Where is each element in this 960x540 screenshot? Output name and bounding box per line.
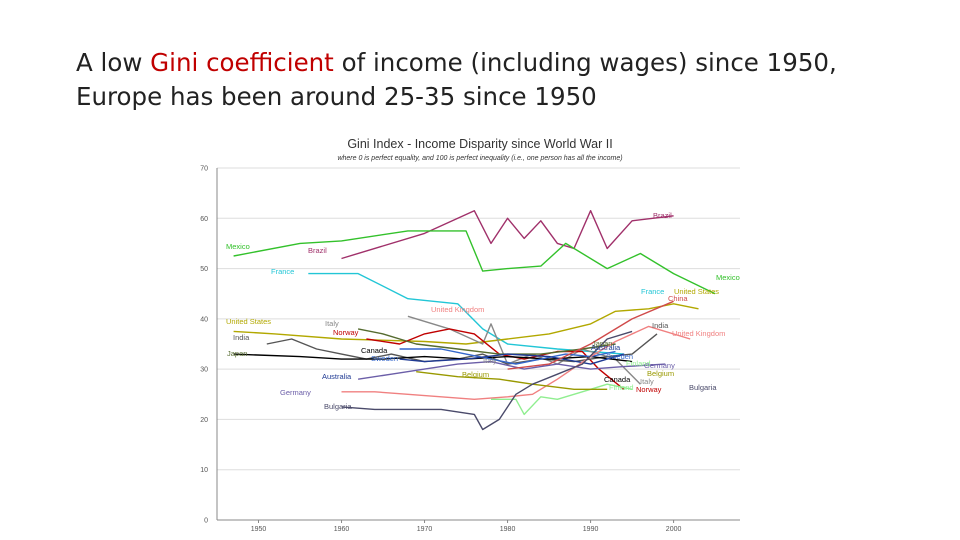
series-line-germany [357,360,666,380]
series-label-germany: Germany [644,361,675,370]
series-line-brazil [341,209,674,260]
series-label-brazil: Brazil [308,246,327,255]
y-tick-label: 70 [200,166,208,173]
chart-subtitle: where 0 is perfect equality, and 100 is … [337,155,622,162]
series-label-sweden: Sweden [371,354,398,363]
series-label-france: France [271,267,294,276]
slide-title: A low Gini coefficient of income (includ… [76,46,936,114]
series-line-china [507,300,674,370]
x-tick-label: 1990 [583,526,599,533]
y-tick-label: 50 [200,266,208,273]
series-line-united-kingdom [341,325,691,400]
grid-lines [217,167,740,521]
series-label-bulgaria: Bulgaria [689,383,717,392]
label-layer: Brazil Brazil Mexico Mexico France France Unit… [226,211,740,411]
y-tick-label: 30 [200,367,208,374]
x-tick-label: 1960 [334,526,350,533]
y-tick-label: 10 [200,467,208,474]
series-label-united-kingdom: United Kingdom [431,305,484,314]
series-label-india: India [233,333,250,342]
title-line-2: Europe has been around 25-35 since 1950 [76,82,597,111]
x-tick-label: 1950 [251,526,267,533]
series-label-belgium: Belgium [647,369,674,378]
chart-title: Gini Index - Income Disparity since Worl… [347,137,612,151]
series-line-bulgaria [341,330,633,431]
y-tick-label: 0 [204,518,208,525]
series-line-sweden [399,348,616,365]
series-line-japan [357,328,616,355]
series-label-sweden: Sweden [606,352,633,361]
series-label-japan: Japan [227,349,247,358]
series-label-japan: Japan [592,339,612,348]
series-label-canada: Canada [361,346,388,355]
series-line-finland [491,383,633,416]
series-label-belgium: Belgium [462,370,489,379]
title-prefix: A low [76,48,151,77]
series-label-india: India [652,321,669,330]
series-line-belgium [416,371,608,390]
title-highlight: Gini coefficient [150,48,334,77]
series-label-china: China [668,294,688,303]
series-label-brazil: Brazil [653,211,672,220]
gini-chart: Gini Index - Income Disparity since Worl… [200,137,740,533]
series-label-australia: Australia [591,343,621,352]
series-label-bulgaria: Bulgaria [324,402,352,411]
x-tick-label: 2000 [666,526,682,533]
title-suffix: of income (including wages) since 1950, [333,48,837,77]
series-label-united-states: United States [226,317,271,326]
series-label-finland: Finland [626,359,651,368]
series-label-united-kingdom: United Kingdom [672,329,725,338]
y-tick-label: 60 [200,216,208,223]
series-line-mexico [233,230,716,295]
series-line-canada [233,353,633,363]
series-label-finland: Finland [609,383,634,392]
series-label-mexico: Mexico [716,273,740,282]
series-line-italy [407,315,641,385]
series-line-united-states [233,303,699,345]
series-label-united-states: United States [674,287,719,296]
series-label-norway: Norway [333,328,359,337]
series-label-italy: Italy [640,377,654,386]
series-layer [233,209,716,431]
axes: 0 10 20 30 40 50 60 70 1950 1960 1970 1980 1990 2000 [200,166,740,533]
x-tick-label: 1970 [417,526,433,533]
series-label-australia: Australia [322,372,352,381]
series-label-germany: Germany [280,388,311,397]
series-label-canada: Canada [604,375,631,384]
series-label-norway: Norway [636,385,662,394]
series-label-italy: Italy [483,356,497,365]
series-label-france: France [641,287,664,296]
x-tick-label: 1980 [500,526,516,533]
series-label-mexico: Mexico [226,242,250,251]
y-tick-label: 20 [200,417,208,424]
y-tick-label: 40 [200,316,208,323]
series-label-italy: Italy [325,319,339,328]
series-line-australia [399,353,625,365]
